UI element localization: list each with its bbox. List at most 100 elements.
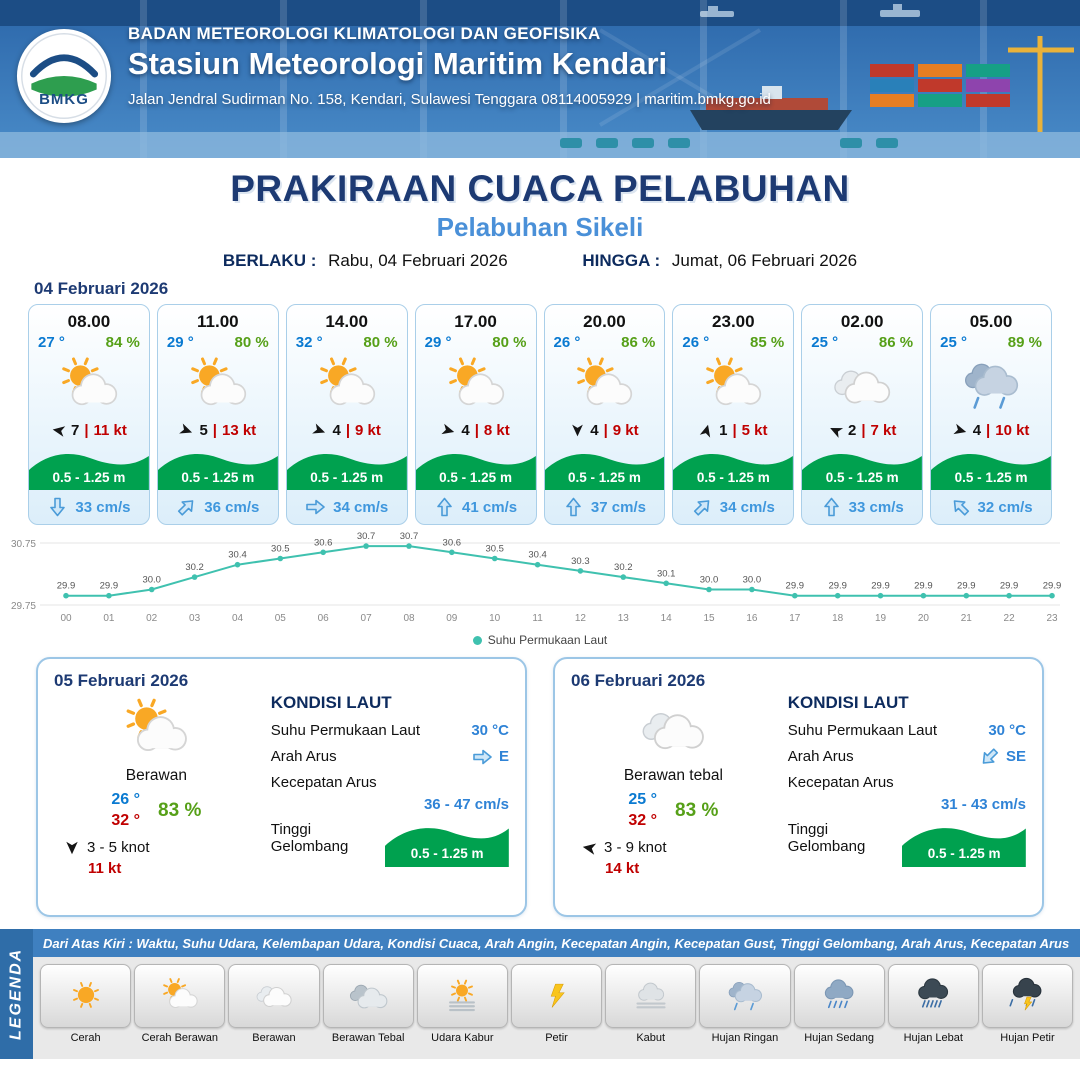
port-name: Pelabuhan Sikeli: [436, 212, 644, 242]
wind-speed: 5: [199, 422, 208, 439]
svg-text:16: 16: [746, 613, 758, 624]
legend-item: Hujan Lebat: [887, 964, 979, 1053]
current-row: 36 cm/s: [158, 490, 278, 524]
wave-height-badge: 0.5 - 1.25 m: [673, 444, 794, 490]
station-name: Stasiun Meteorologi Maritim Kendari: [128, 46, 668, 81]
wave-shape: [286, 454, 407, 490]
legend-items-row: Cerah Cerah Berawan Berawan Berawan Teba…: [33, 957, 1080, 1059]
wave-height-badge: 0.5 - 1.25 m: [544, 444, 665, 490]
sea-condition-title: KONDISI LAUT: [270, 693, 392, 712]
gust-speed: 9 kt: [355, 422, 381, 439]
wave-height-value: 0.5 - 1.25 m: [568, 470, 641, 485]
sea-condition-title: KONDISI LAUT: [787, 693, 909, 712]
svg-text:29.9: 29.9: [871, 581, 890, 592]
current-row: 34 cm/s: [287, 490, 407, 524]
bmkg-logo-text: BMKG: [39, 91, 89, 108]
current-direction-icon: [174, 494, 200, 520]
wind-row: 4 | 10 kt: [931, 422, 1051, 439]
wind-direction-icon: [826, 421, 846, 441]
separator: |: [732, 422, 737, 439]
gust-speed: 8 kt: [483, 422, 510, 439]
separator: |: [345, 422, 351, 439]
forecast-time: 05.00: [969, 312, 1013, 331]
svg-text:19: 19: [875, 613, 887, 624]
svg-text:11: 11: [532, 613, 543, 624]
wave-shape: [385, 828, 509, 867]
wave-height-value: 0.5 - 1.25 m: [52, 470, 126, 485]
valid-until-label: HINGGA :: [582, 251, 661, 270]
wave-shape: [673, 454, 794, 490]
wave-height-label: Tinggi Gelombang: [270, 821, 349, 855]
wind-row: 7 | 11 kt: [29, 422, 149, 439]
relative-humidity: 80 %: [492, 334, 527, 351]
wind-speed: 4: [972, 422, 982, 439]
wind-row: 2 | 7 kt: [802, 422, 922, 439]
legend-weather-icon: [134, 964, 226, 1028]
svg-text:30.2: 30.2: [614, 562, 633, 573]
svg-text:29.9: 29.9: [57, 581, 76, 592]
legend-item-label: Udara Kabur: [431, 1032, 494, 1044]
svg-text:05: 05: [275, 613, 287, 624]
separator: |: [212, 422, 217, 439]
wave-height-badge: 0.5 - 1.25 m: [802, 444, 923, 490]
sst-chart: 30.75 29.75 29.9 00 29.9 01 30.0 02 30.2 03 30.4 04…: [0, 531, 1080, 647]
forecast-date: 04 Februari 2026: [34, 279, 169, 298]
forecast-card: 20.00 26 ° 86 % 4 | 9 kt 0.5 - 1.25 m 37…: [543, 304, 666, 525]
current-speed: 33 cm/s: [848, 498, 904, 516]
gust-speed: 5 kt: [741, 422, 768, 439]
wave-height-badge: 0.5 - 1.25 m: [29, 444, 149, 490]
current-direction-label: Arah Arus: [270, 748, 337, 765]
forecast-card: 08.00 27 ° 84 % 7 | 11 kt 0.5 - 1.25 m 3…: [28, 304, 150, 525]
legend-item: Kabut: [605, 964, 697, 1053]
forecast-card: 17.00 29 ° 80 % 4 | 8 kt 0.5 - 1.25 m 41…: [414, 304, 537, 525]
current-direction-value: E: [498, 748, 509, 765]
current-direction-icon: [689, 494, 715, 520]
gust-speed: 11 kt: [88, 860, 122, 877]
svg-text:23: 23: [1046, 613, 1058, 624]
max-temperature: 32 °: [111, 812, 141, 829]
sst-value: 30 °C: [471, 722, 509, 739]
svg-text:00: 00: [60, 613, 72, 624]
current-speed: 37 cm/s: [590, 498, 646, 516]
current-speed: 41 cm/s: [462, 498, 518, 516]
wave-height-badge: 0.5 - 1.25 m: [286, 444, 407, 490]
weather-condition-icon: [158, 351, 278, 421]
sst-value: 30 °C: [988, 722, 1026, 739]
current-row: 33 cm/s: [802, 490, 922, 524]
header-illustration: [0, 0, 1080, 158]
wave-height-value: 0.5 - 1.25 m: [181, 470, 255, 485]
current-direction-icon: [823, 497, 839, 518]
svg-text:30.4: 30.4: [228, 550, 247, 561]
legend-item-label: Berawan Tebal: [331, 1032, 405, 1044]
svg-text:30.7: 30.7: [357, 531, 376, 542]
legend-item: Hujan Sedang: [793, 964, 885, 1053]
wind-direction-icon: [951, 421, 969, 439]
relative-humidity: 84 %: [105, 334, 140, 351]
current-direction-icon: [565, 497, 581, 518]
gust-speed: 11 kt: [93, 422, 127, 439]
legend-item-label: Hujan Sedang: [804, 1032, 874, 1044]
forecast-card: 02.00 25 ° 86 % 2 | 7 kt 0.5 - 1.25 m 33…: [801, 304, 924, 525]
weather-condition-icon: [29, 351, 149, 421]
temperature-block: 25 ° 32 ° 83 %: [571, 791, 776, 830]
current-speed: 33 cm/s: [75, 498, 131, 516]
wave-shape: [902, 828, 1026, 867]
svg-text:07: 07: [361, 613, 373, 624]
svg-text:03: 03: [189, 613, 201, 624]
svg-text:15: 15: [703, 613, 715, 624]
separator: |: [861, 422, 866, 439]
wind-direction-icon: [310, 421, 329, 440]
current-direction-icon: [947, 494, 973, 520]
svg-text:29.9: 29.9: [100, 581, 119, 592]
wind-speed: 1: [719, 422, 728, 439]
legend-weather-icon: [228, 964, 320, 1028]
wave-height-value: 0.5 - 1.25 m: [310, 470, 384, 485]
svg-text:29.9: 29.9: [914, 581, 933, 592]
valid-until-value: Jumat, 06 Februari 2026: [671, 251, 858, 270]
daily-date: 05 Februari 2026: [54, 671, 189, 690]
wind-direction-icon: [64, 840, 80, 856]
legend-description: Dari Atas Kiri : Waktu, Suhu Udara, Kele…: [33, 929, 1080, 957]
current-row: 41 cm/s: [416, 490, 536, 524]
wind-speed: 4: [332, 422, 341, 439]
wind-direction-icon: [580, 838, 599, 857]
